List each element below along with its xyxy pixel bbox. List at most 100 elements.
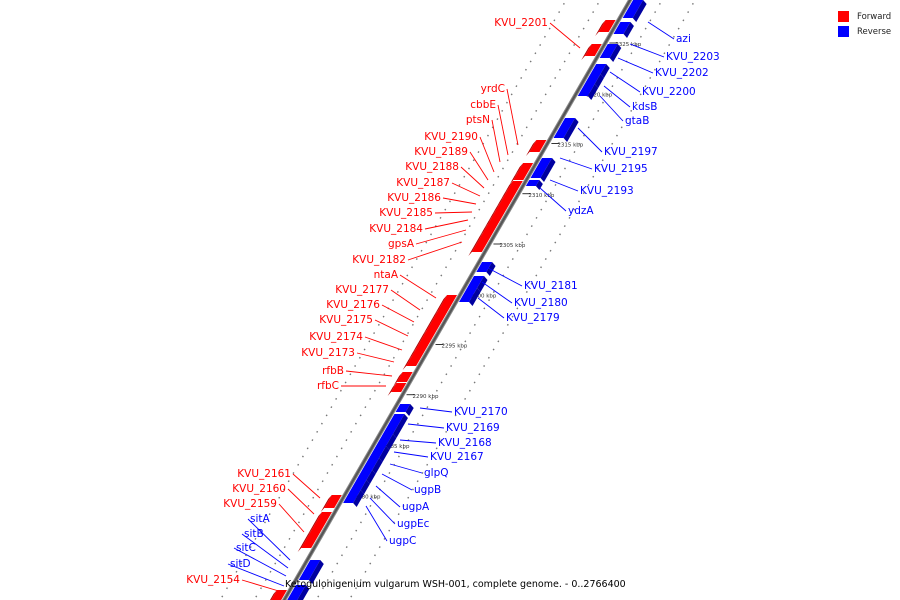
forward-gene-block xyxy=(468,232,494,256)
gene-name: KVU_2169 xyxy=(446,422,500,434)
gene-label: rfbB xyxy=(322,365,393,377)
gene-label: KVU_2161 xyxy=(237,468,321,499)
forward-gene-block xyxy=(500,189,519,200)
gene-name: KVU_2176 xyxy=(326,299,380,311)
gene-name: sitC xyxy=(236,542,256,554)
gene-name: KVU_2185 xyxy=(379,207,433,219)
gene-label: KVU_2180 xyxy=(481,281,568,309)
tick-mark: 2315 kbp xyxy=(551,143,584,149)
gene-label: kdsB xyxy=(603,85,657,113)
forward-gene-block xyxy=(484,217,503,228)
gene-label: ugpB xyxy=(381,473,441,496)
tick-mark: 2310 kbp xyxy=(522,193,555,199)
gene-label: ptsN xyxy=(466,114,501,163)
gene-label: KVU_2195 xyxy=(559,157,648,175)
reverse-gene-block xyxy=(343,490,365,507)
gene-name: KVU_2177 xyxy=(335,284,389,296)
gene-label: KVU_2182 xyxy=(352,241,463,266)
gene-name: KVU_2174 xyxy=(309,331,363,343)
reverse-gene-block xyxy=(476,262,496,276)
forward-gene-block xyxy=(387,383,407,396)
gene-label: KVU_2186 xyxy=(387,192,477,205)
gene-label: KVU_2168 xyxy=(399,437,492,449)
gene-name: KVU_2161 xyxy=(237,468,291,480)
reverse-gene-block xyxy=(584,74,604,88)
gene-label: KVU_2179 xyxy=(477,297,560,324)
gene-name: KVU_2188 xyxy=(405,161,459,173)
reverse-gene-block xyxy=(298,560,324,584)
gene-label: ugpA xyxy=(375,485,430,513)
forward-gene-block xyxy=(525,140,547,156)
gene-label: KVU_2203 xyxy=(629,43,720,63)
gene-label: KVU_2181 xyxy=(487,267,578,292)
tick-label: 2315 kbp xyxy=(557,143,583,149)
tick-mark: 2290 kbp xyxy=(406,394,439,400)
guide-line xyxy=(348,0,696,600)
gene-label: KVU_2173 xyxy=(301,347,395,363)
reverse-gene-block xyxy=(375,434,397,450)
gene-name: KVU_2203 xyxy=(666,51,720,63)
gene-label: KVU_2189 xyxy=(414,146,489,181)
gene-label: ugpEc xyxy=(369,497,430,530)
gene-name: gtaB xyxy=(625,115,649,127)
gene-label: KVU_2187 xyxy=(396,177,481,197)
gene-name: KVU_2168 xyxy=(438,437,492,449)
forward-gene-block xyxy=(270,590,287,600)
gene-label: KVU_2201 xyxy=(494,17,581,49)
gene-name: ugpEc xyxy=(397,518,430,530)
forward-gene-block xyxy=(479,224,498,236)
gene-label: KVU_2169 xyxy=(407,422,500,434)
gene-label: ugpC xyxy=(365,505,416,547)
gene-label: KVU_2159 xyxy=(223,498,305,533)
reverse-gene-block xyxy=(525,180,543,190)
gene-label: sitA xyxy=(247,513,291,561)
genome-caption: Ketogulonigenium vulgarum WSH-001, compl… xyxy=(285,579,626,590)
gene-name: KVU_2184 xyxy=(369,223,423,235)
forward-gene-block xyxy=(488,210,507,221)
reverse-swatch xyxy=(838,26,849,37)
gene-name: KVU_2193 xyxy=(580,185,634,197)
gene-label: sitD xyxy=(227,558,285,587)
gene-name: KVU_2201 xyxy=(494,17,548,29)
gene-name: KVU_2160 xyxy=(232,483,286,495)
gene-label: cbbE xyxy=(470,99,509,156)
gene-name: sitD xyxy=(230,558,251,570)
gene-label: KVU_2154 xyxy=(186,574,283,593)
reverse-gene-block xyxy=(382,414,408,438)
forward-gene-block xyxy=(581,44,602,60)
gene-name: sitB xyxy=(244,528,264,540)
gene-name: KVU_2195 xyxy=(594,163,648,175)
gene-name: KVU_2175 xyxy=(319,314,373,326)
gene-label: sitC xyxy=(233,542,287,577)
legend: Forward Reverse xyxy=(838,9,891,39)
gene-name: KVU_2202 xyxy=(655,67,709,79)
reverse-gene-block xyxy=(362,458,383,474)
tick-label: 2325 kbp xyxy=(615,42,641,48)
gene-label: azi xyxy=(647,21,691,45)
reverse-label: Reverse xyxy=(857,26,892,37)
gene-name: ptsN xyxy=(466,114,490,126)
tick-label: 2305 kbp xyxy=(499,243,525,249)
reverse-gene-block xyxy=(613,22,634,38)
tick-label: 2280 kbp xyxy=(355,494,381,500)
backbone-layer xyxy=(219,0,696,600)
gene-label: ydzA xyxy=(539,187,594,217)
reverse-gene-block xyxy=(287,585,310,600)
gene-name: KVU_2159 xyxy=(223,498,277,510)
gene-name: cbbE xyxy=(470,99,496,111)
guide-line xyxy=(315,0,663,600)
forward-gene-block xyxy=(320,495,342,512)
gene-name: kdsB xyxy=(632,101,657,113)
gene-name: azi xyxy=(676,33,691,45)
gene-name: KVU_2186 xyxy=(387,192,441,204)
reverse-gene-block xyxy=(369,446,390,462)
gene-name: KVU_2189 xyxy=(414,146,468,158)
gene-label: yrdC xyxy=(481,83,519,146)
gene-name: ugpC xyxy=(389,535,416,547)
gene-label: KVU_2197 xyxy=(577,127,658,158)
gene-label: KVU_2193 xyxy=(549,179,634,197)
gene-name: gpsA xyxy=(388,238,415,250)
genes-layer xyxy=(270,0,647,600)
reverse-gene-block xyxy=(590,64,610,78)
